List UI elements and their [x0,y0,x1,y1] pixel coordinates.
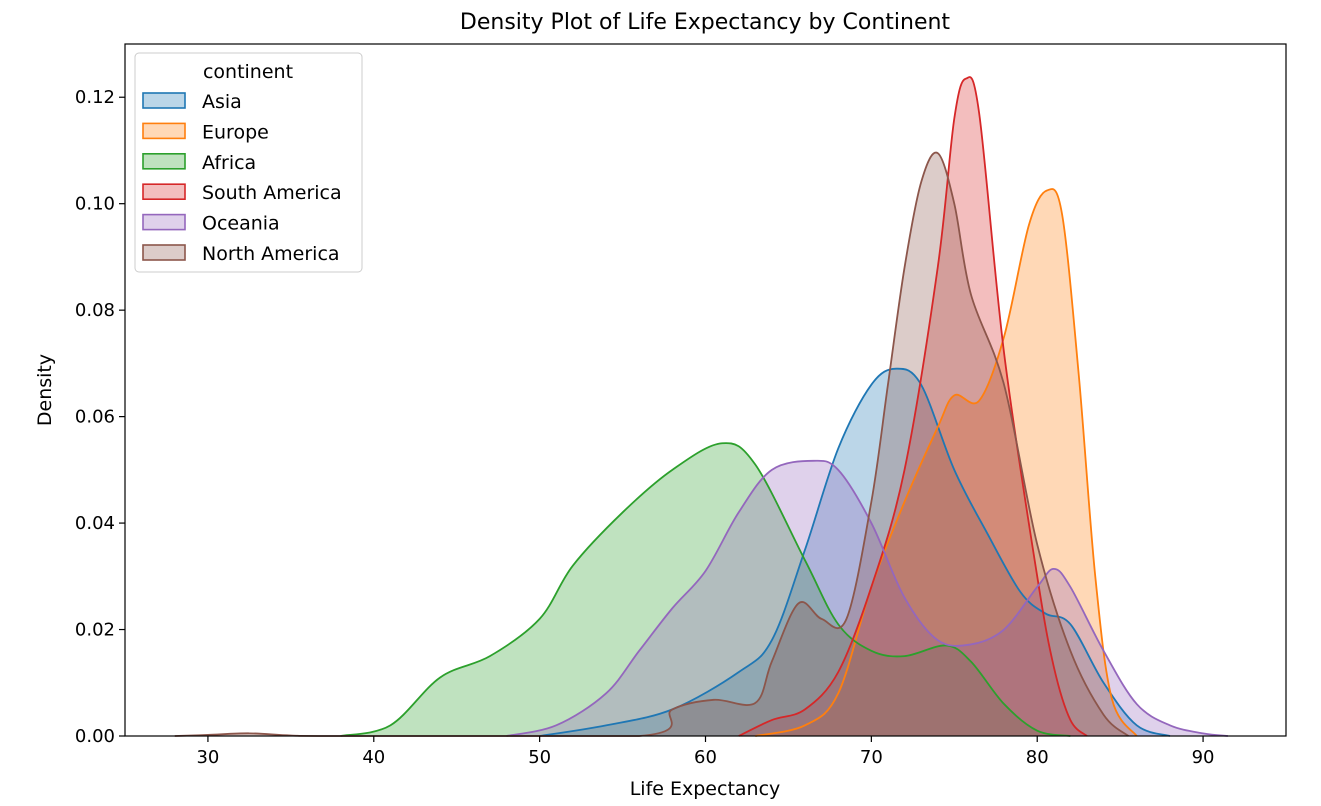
area-africa [340,443,1071,736]
legend-swatch-oceania [142,213,186,231]
legend-label-north-america: North America [202,243,340,265]
legend-items: Asia Europe Africa South America Oceania Nort… [142,91,342,265]
x-tick-label: 90 [1192,747,1215,768]
area-north-america [174,152,1129,736]
legend-swatch-north-america [142,244,186,261]
legend-swatch-europe [142,122,186,140]
y-tick-label: 0.10 [75,194,115,215]
legend-label-south-america: South America [202,182,342,204]
x-tick-label: 50 [528,747,551,768]
x-axis-ticks: 30 40 50 60 70 80 90 [196,736,1215,768]
legend-label-asia: Asia [202,91,242,113]
y-tick-label: 0.00 [75,726,115,747]
legend-box [134,52,363,273]
line-asia [539,367,1171,737]
x-tick-label: 60 [694,747,717,768]
legend-label-africa: Africa [202,152,256,174]
legend-swatch-asia [142,92,186,109]
y-tick-label: 0.12 [75,87,115,108]
x-tick-label: 70 [860,747,883,768]
legend-label-oceania: Oceania [202,213,280,235]
y-axis-ticks: 0.00 0.02 0.04 0.06 0.08 0.10 0.12 [75,87,125,747]
legend-swatch-africa [142,153,186,170]
y-tick-label: 0.04 [75,513,115,534]
legend-label-europe: Europe [202,121,269,143]
line-south-america [738,76,1088,737]
x-axis-title: Life Expectancy [630,778,781,800]
legend: continent Asia Europe Africa South America O… [134,52,363,273]
y-axis-title: Density [34,354,56,426]
density-lines [174,76,1229,737]
y-tick-label: 0.06 [75,407,115,428]
line-oceania [506,459,1229,737]
line-africa [340,442,1071,737]
y-tick-label: 0.02 [75,620,115,641]
x-tick-label: 40 [362,747,385,768]
area-asia [539,368,1170,736]
legend-swatch-south-america [142,183,186,200]
y-tick-label: 0.08 [75,300,115,321]
chart-title: Density Plot of Life Expectancy by Conti… [460,10,951,35]
legend-title: continent [203,61,293,83]
x-tick-label: 30 [196,747,219,768]
x-tick-label: 80 [1026,747,1049,768]
area-south-america [738,77,1087,737]
